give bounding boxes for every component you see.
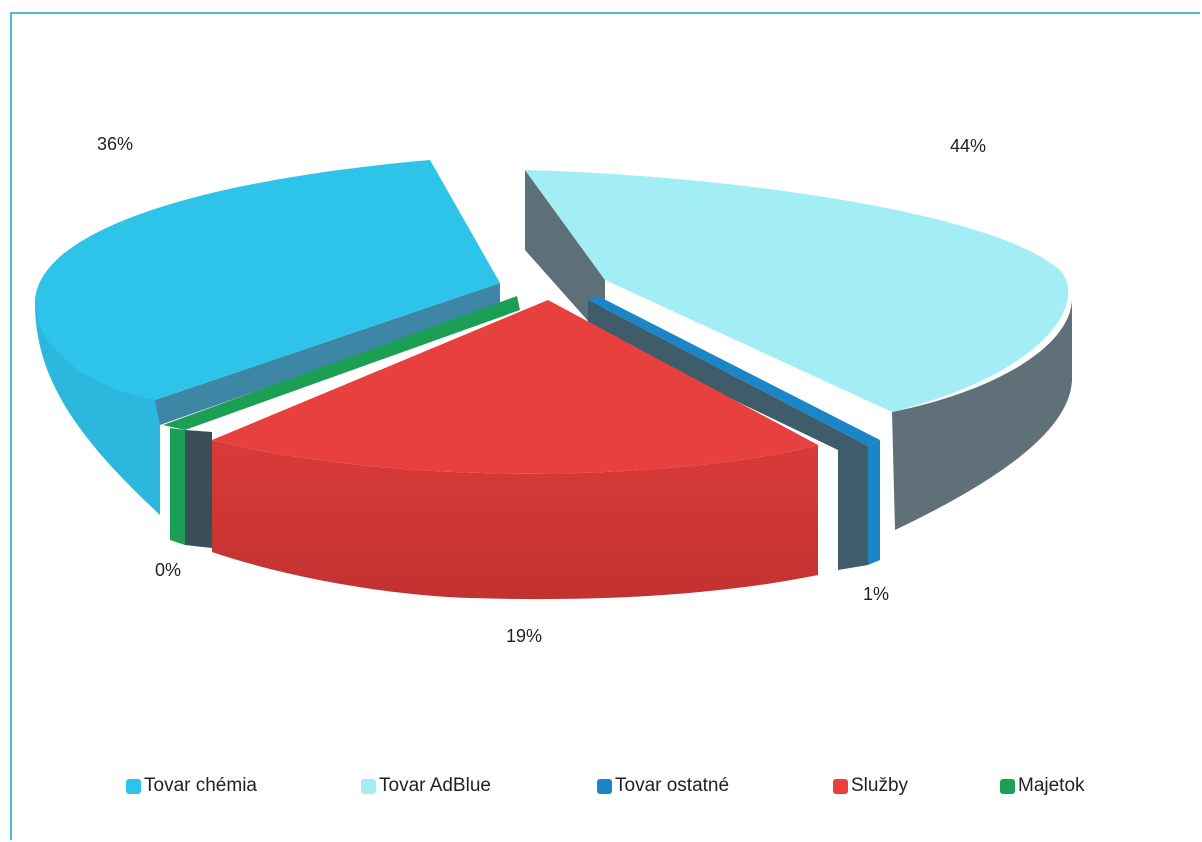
data-label-sluzby: 19% bbox=[506, 626, 542, 646]
slice-tovar-chemia-side-cut bbox=[155, 283, 500, 425]
slice-tovar-ostatne bbox=[588, 296, 880, 570]
data-label-tovar-adblue: 44% bbox=[950, 136, 986, 156]
slice-sluzby-top bbox=[212, 300, 818, 474]
legend-swatch-tovar-ostatne bbox=[597, 778, 612, 794]
legend-label-sluzby: Služby bbox=[851, 775, 909, 796]
slice-majetok bbox=[163, 296, 520, 545]
data-label-majetok: 0% bbox=[155, 560, 181, 580]
legend-swatch-majetok bbox=[1000, 778, 1015, 794]
data-label-tovar-ostatne: 1% bbox=[863, 584, 889, 604]
legend-label-tovar-ostatne: Tovar ostatné bbox=[615, 775, 730, 796]
legend-item-tovar-adblue: Tovar AdBlue bbox=[361, 772, 491, 800]
slice-majetok-top bbox=[163, 296, 520, 430]
slice-tovar-chemia bbox=[34, 160, 500, 515]
legend-label-tovar-chemia: Tovar chémia bbox=[144, 775, 257, 796]
chart-legend: Tovar chémia Tovar AdBlue Tovar ostatné … bbox=[0, 772, 1202, 802]
legend-item-sluzby: Služby bbox=[833, 772, 908, 800]
slice-tovar-ostatne-side bbox=[588, 300, 868, 570]
slice-tovar-chemia-side-outer bbox=[34, 300, 161, 515]
slice-tovar-ostatne-front bbox=[868, 440, 880, 565]
legend-label-majetok: Majetok bbox=[1018, 775, 1085, 796]
data-label-tovar-chemia: 36% bbox=[97, 134, 133, 154]
legend-label-tovar-adblue: Tovar AdBlue bbox=[379, 775, 491, 796]
legend-swatch-tovar-chemia bbox=[126, 778, 141, 794]
slice-sluzby-side-left bbox=[185, 430, 212, 548]
legend-item-majetok: Majetok bbox=[1000, 772, 1085, 800]
slice-tovar-ostatne-top bbox=[588, 296, 880, 446]
slice-tovar-adblue-side-outer bbox=[892, 300, 1072, 530]
slice-majetok-front bbox=[170, 428, 185, 545]
slice-sluzby-side bbox=[212, 440, 818, 600]
legend-swatch-sluzby bbox=[833, 778, 848, 794]
slice-sluzby bbox=[185, 300, 818, 600]
legend-item-tovar-chemia: Tovar chémia bbox=[126, 772, 257, 800]
legend-item-tovar-ostatne: Tovar ostatné bbox=[597, 772, 729, 800]
slice-tovar-adblue bbox=[525, 170, 1072, 530]
slice-tovar-adblue-side bbox=[525, 170, 605, 340]
legend-swatch-tovar-adblue bbox=[361, 778, 376, 794]
slice-tovar-chemia-top bbox=[35, 160, 500, 400]
slice-tovar-adblue-top bbox=[525, 170, 1069, 412]
